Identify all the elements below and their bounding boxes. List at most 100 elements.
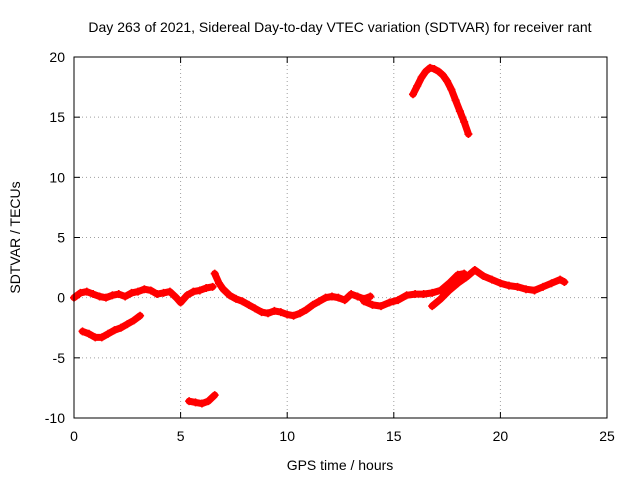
y-tick-label: 0 <box>57 290 65 306</box>
data-point <box>451 96 460 105</box>
data-point <box>447 85 456 94</box>
data-point <box>464 130 473 139</box>
data-point <box>182 291 191 300</box>
data-point <box>426 63 435 72</box>
data-point <box>140 285 149 294</box>
data-point <box>165 287 174 296</box>
data-point <box>264 309 273 318</box>
data-point <box>101 293 110 302</box>
data-point <box>185 397 194 406</box>
data-point <box>453 270 462 279</box>
x-tick-label: 20 <box>493 428 509 444</box>
data-point <box>340 296 349 305</box>
data-point <box>539 282 548 291</box>
y-tick-label: 5 <box>57 230 65 246</box>
series-band <box>428 266 568 310</box>
data-point <box>366 292 375 301</box>
data-point <box>197 399 206 408</box>
data-point <box>353 292 362 301</box>
data-point <box>547 279 556 288</box>
y-tick-label: 10 <box>49 169 65 185</box>
data-point <box>428 288 437 297</box>
series-arc-high <box>408 63 473 139</box>
data-point <box>556 275 565 284</box>
data-point <box>153 290 162 299</box>
x-axis-title: GPS time / hours <box>287 457 394 473</box>
data-point <box>121 292 130 301</box>
data-point <box>204 397 213 406</box>
data-point <box>394 296 403 305</box>
data-point <box>219 285 228 294</box>
axis-ticks <box>73 56 608 419</box>
data-point <box>334 293 343 302</box>
x-tick-label: 10 <box>279 428 295 444</box>
data-point <box>443 77 452 86</box>
data-point <box>123 320 132 329</box>
y-tick-label: 20 <box>49 49 65 65</box>
data-point <box>496 279 505 288</box>
chart-title: Day 263 of 2021, Sidereal Day-to-day VTE… <box>88 19 591 35</box>
data-point <box>159 288 168 297</box>
y-tick-label: -5 <box>53 350 66 366</box>
data-point <box>321 293 330 302</box>
data-point <box>238 297 247 306</box>
data-point <box>116 323 125 332</box>
data-point <box>136 311 145 320</box>
data-point <box>283 310 292 319</box>
data-point <box>521 285 530 294</box>
data-point <box>95 292 104 301</box>
data-point <box>504 281 513 290</box>
data-point <box>408 90 417 99</box>
data-point <box>295 309 304 318</box>
series-arc-low-1 <box>78 311 145 342</box>
data-point <box>89 290 98 299</box>
data-point <box>385 298 394 307</box>
data-point <box>108 291 117 300</box>
data-point <box>104 329 113 338</box>
grid-lines <box>74 57 607 418</box>
data-point <box>430 65 439 74</box>
x-tick-label: 0 <box>70 428 78 444</box>
plot-frame <box>73 56 608 419</box>
data-point <box>411 290 420 299</box>
data-point <box>276 308 285 317</box>
data-point <box>129 316 138 325</box>
data-point <box>244 300 253 309</box>
series-band <box>211 270 374 320</box>
data-point <box>214 279 223 288</box>
data-point <box>436 294 445 303</box>
data-point <box>176 298 185 307</box>
x-tick-labels: 0 5 10 15 20 25 <box>70 428 615 444</box>
data-point <box>419 290 428 299</box>
data-point <box>428 302 437 311</box>
data-point <box>127 288 136 297</box>
data-point <box>232 294 241 303</box>
data-point <box>202 284 211 293</box>
data-point <box>172 293 181 302</box>
data-point <box>251 304 260 313</box>
series-arc-main-4 <box>428 265 569 311</box>
data-point <box>302 305 311 314</box>
data-point <box>84 329 93 338</box>
data-point <box>413 81 422 90</box>
data-series <box>70 63 569 408</box>
data-point <box>133 287 142 296</box>
data-point <box>270 306 279 315</box>
series-arc-low-2 <box>185 391 219 408</box>
data-point <box>460 117 469 126</box>
data-point <box>257 308 266 317</box>
data-point <box>289 311 298 320</box>
data-point <box>347 290 356 299</box>
data-point <box>438 71 447 80</box>
data-point <box>417 73 426 82</box>
data-point <box>76 288 85 297</box>
data-point <box>368 300 377 309</box>
data-point <box>487 275 496 284</box>
data-point <box>462 273 471 282</box>
data-point <box>453 279 462 288</box>
y-tick-label: -10 <box>45 410 65 426</box>
data-point <box>114 290 123 299</box>
series-band <box>79 312 144 341</box>
x-tick-label: 15 <box>386 428 402 444</box>
